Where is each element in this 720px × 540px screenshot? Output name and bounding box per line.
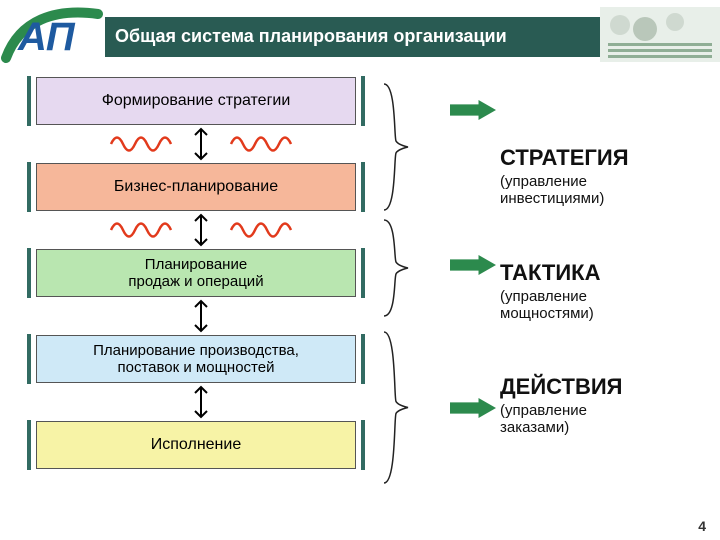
side-bar <box>361 334 365 384</box>
header: АП Общая система планирования организаци… <box>0 0 720 65</box>
outcome-title: ТАКТИКА <box>500 260 710 286</box>
outcome-block-2: ДЕЙСТВИЯ(управление заказами) <box>500 374 710 437</box>
plan-box-2: Планирование продаж и операций <box>36 249 356 297</box>
green-arrow-1 <box>450 255 496 280</box>
connector-1 <box>36 211 366 249</box>
svg-text:АП: АП <box>17 15 76 59</box>
page-number: 4 <box>698 518 706 534</box>
outcome-block-0: СТРАТЕГИЯ(управление инвестициями) <box>500 145 710 208</box>
plan-box-label: Исполнение <box>151 436 241 454</box>
brace-1 <box>382 218 412 323</box>
squiggle-connector <box>41 125 361 163</box>
logo: АП <box>0 0 105 65</box>
plan-box-label: Планирование производства, поставок и мо… <box>93 342 299 377</box>
plan-box-1: Бизнес-планирование <box>36 163 356 211</box>
side-bar <box>361 420 365 470</box>
plan-box-4: Исполнение <box>36 421 356 469</box>
squiggle-connector <box>41 211 361 249</box>
side-bar <box>361 162 365 212</box>
side-bar <box>27 420 31 470</box>
title-text: Общая система планирования организации <box>115 26 507 47</box>
plan-box-label: Бизнес-планирование <box>114 178 278 196</box>
side-bar <box>361 76 365 126</box>
updown-connector <box>41 383 361 421</box>
outcomes-column: СТРАТЕГИЯ(управление инвестициями) ТАКТИК… <box>500 145 710 437</box>
plan-box-3: Планирование производства, поставок и мо… <box>36 335 356 383</box>
connector-3 <box>36 383 366 421</box>
plan-box-label: Планирование продаж и операций <box>128 256 263 291</box>
connector-2 <box>36 297 366 335</box>
green-arrow-2 <box>450 398 496 423</box>
planning-levels-column: Формирование стратегии Бизнес-планирован… <box>36 77 366 469</box>
brace-0 <box>382 82 412 217</box>
side-bar <box>27 248 31 298</box>
outcome-block-1: ТАКТИКА(управление мощностями) <box>500 260 710 323</box>
content-area: Формирование стратегии Бизнес-планирован… <box>0 65 720 77</box>
outcome-subtitle: (управление заказами) <box>500 402 710 437</box>
outcome-title: СТРАТЕГИЯ <box>500 145 710 171</box>
updown-connector <box>41 297 361 335</box>
page-title: Общая система планирования организации <box>105 17 600 57</box>
green-arrow-0 <box>450 100 496 125</box>
outcome-subtitle: (управление инвестициями) <box>500 173 710 208</box>
plan-box-0: Формирование стратегии <box>36 77 356 125</box>
side-bar <box>27 334 31 384</box>
side-bar <box>361 248 365 298</box>
side-bar <box>27 162 31 212</box>
brace-2 <box>382 330 412 490</box>
side-bar <box>27 76 31 126</box>
outcome-subtitle: (управление мощностями) <box>500 288 710 323</box>
outcome-title: ДЕЙСТВИЯ <box>500 374 710 400</box>
connector-0 <box>36 125 366 163</box>
plan-box-label: Формирование стратегии <box>102 92 291 110</box>
header-decorative-image <box>600 7 720 62</box>
